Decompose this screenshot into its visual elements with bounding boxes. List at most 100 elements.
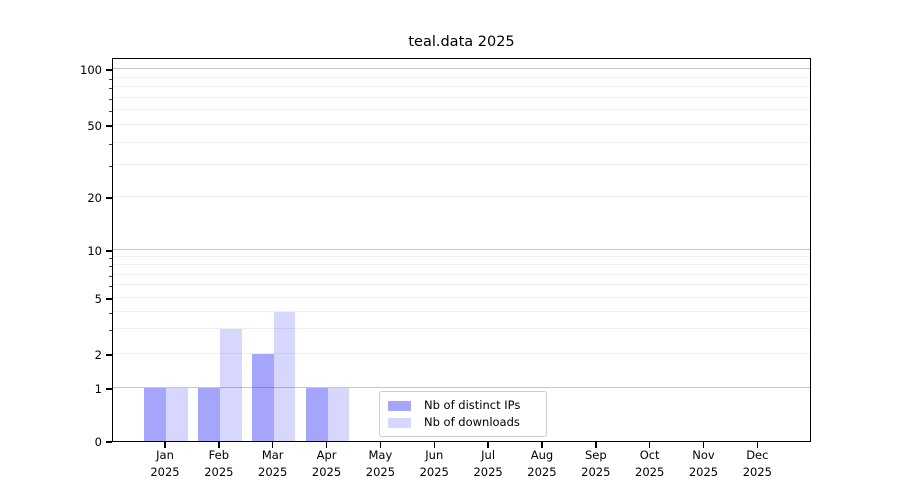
x-tick-mark: [648, 442, 651, 448]
x-tick-label-month: Oct: [639, 448, 660, 462]
gridline-minor: [113, 196, 810, 197]
bar-nb-of-downloads: [166, 388, 188, 441]
y-minor-tick-mark: [108, 88, 112, 90]
x-tick-mark: [164, 442, 166, 448]
x-tick-mark: [379, 442, 382, 448]
x-tick-mark: [756, 442, 759, 448]
bar-nb-of-downloads: [219, 329, 242, 441]
gridline-minor: [113, 297, 810, 298]
x-tick-label: Jan 2025: [136, 447, 194, 480]
x-tick-label: Feb 2025: [190, 447, 248, 480]
x-tick-label-year: 2025: [311, 464, 342, 479]
y-tick-mark: [106, 441, 112, 443]
legend-swatch-distinct-ips: [388, 400, 411, 411]
x-tick-label-year: 2025: [635, 464, 665, 479]
x-tick-label-year: 2025: [581, 464, 611, 479]
x-tick-mark: [271, 442, 274, 448]
x-tick-label: Nov 2025: [675, 447, 733, 480]
x-tick-label-year: 2025: [527, 464, 557, 479]
gridline-major: [113, 68, 810, 69]
y-tick-label: 100: [80, 63, 102, 77]
y-tick-mark: [106, 298, 112, 300]
x-tick-label-month: Jun: [425, 448, 444, 462]
y-tick-mark: [106, 197, 112, 199]
y-minor-tick-mark: [108, 330, 112, 332]
plot-area: Nb of distinct IPs Nb of downloads: [112, 58, 811, 442]
x-tick-label-month: Mar: [261, 448, 284, 462]
gridline-major: [113, 249, 810, 250]
x-tick-mark: [487, 442, 489, 448]
y-minor-tick-mark: [108, 266, 112, 268]
gridline-major: [113, 387, 810, 388]
y-tick-mark: [106, 125, 112, 127]
y-minor-tick-mark: [108, 166, 112, 168]
x-tick-label: May 2025: [351, 447, 409, 480]
y-tick-label: 20: [87, 191, 102, 205]
x-tick-label-year: 2025: [258, 464, 288, 479]
x-tick-label: Sep 2025: [567, 447, 625, 480]
legend-label-distinct-ips: Nb of distinct IPs: [424, 398, 521, 412]
x-tick-label-month: Apr: [316, 448, 337, 462]
x-tick-label-year: 2025: [688, 464, 719, 479]
gridline-minor: [113, 141, 810, 143]
x-tick-mark: [325, 442, 328, 448]
bar-nb-of-downloads: [327, 388, 350, 441]
y-minor-tick-mark: [108, 98, 112, 100]
y-minor-tick-mark: [108, 143, 112, 145]
x-tick-label-month: Aug: [530, 448, 554, 462]
y-tick-label: 5: [94, 292, 102, 306]
x-tick-label-year: 2025: [365, 464, 396, 479]
legend: Nb of distinct IPs Nb of downloads: [379, 391, 547, 437]
gridline-minor: [113, 284, 810, 286]
legend-swatch-downloads: [388, 417, 411, 428]
x-tick-label-month: Nov: [692, 448, 715, 462]
gridline-minor: [113, 256, 810, 258]
x-tick-label-month: Dec: [746, 448, 769, 462]
y-minor-tick-mark: [108, 258, 112, 260]
x-tick-label: Mar 2025: [244, 447, 302, 480]
gridline-minor: [113, 353, 810, 354]
x-tick-mark: [541, 442, 543, 448]
gridline-minor: [113, 264, 810, 266]
x-tick-label-month: Jul: [481, 448, 496, 462]
chart-title: teal.data 2025: [408, 34, 515, 50]
x-tick-label-year: 2025: [204, 464, 234, 479]
x-tick-label-month: Feb: [208, 448, 230, 462]
gridline-minor: [113, 109, 810, 111]
y-tick-mark: [106, 250, 112, 252]
y-minor-tick-mark: [108, 111, 112, 113]
y-minor-tick-mark: [108, 275, 112, 277]
y-tick-mark: [106, 69, 112, 71]
gridline-minor: [113, 96, 810, 98]
x-tick-mark: [702, 442, 705, 448]
x-tick-label: Apr 2025: [298, 447, 356, 480]
gridline-minor: [113, 273, 810, 275]
bar-nb-of-distinct-ips: [198, 388, 220, 441]
y-minor-tick-mark: [108, 78, 112, 80]
x-tick-label-year: 2025: [419, 464, 449, 479]
y-minor-tick-mark: [108, 286, 112, 288]
gridline-minor: [113, 86, 810, 88]
bar-nb-of-distinct-ips: [305, 388, 328, 441]
x-tick-label-month: Jan: [156, 448, 174, 462]
y-minor-tick-mark: [108, 312, 112, 314]
gridline-minor: [113, 76, 810, 78]
legend-item-downloads: Nb of downloads: [388, 415, 538, 430]
gridline-minor: [113, 124, 810, 125]
y-tick-label: 2: [94, 348, 102, 362]
x-tick-label: Aug 2025: [513, 447, 571, 480]
bar-nb-of-downloads: [273, 311, 296, 441]
x-tick-label: Oct 2025: [621, 447, 679, 480]
x-tick-label: Dec 2025: [728, 447, 786, 480]
gridline-minor: [113, 164, 810, 166]
x-tick-label-year: 2025: [150, 464, 180, 479]
x-tick-label-year: 2025: [742, 464, 772, 479]
y-tick-label: 0: [94, 435, 102, 449]
y-tick-label: 50: [87, 119, 102, 133]
x-tick-label: Jun 2025: [405, 447, 463, 480]
x-tick-label-year: 2025: [473, 464, 503, 479]
legend-item-distinct-ips: Nb of distinct IPs: [388, 398, 538, 413]
legend-label-downloads: Nb of downloads: [424, 415, 520, 429]
y-tick-label: 1: [94, 382, 102, 396]
